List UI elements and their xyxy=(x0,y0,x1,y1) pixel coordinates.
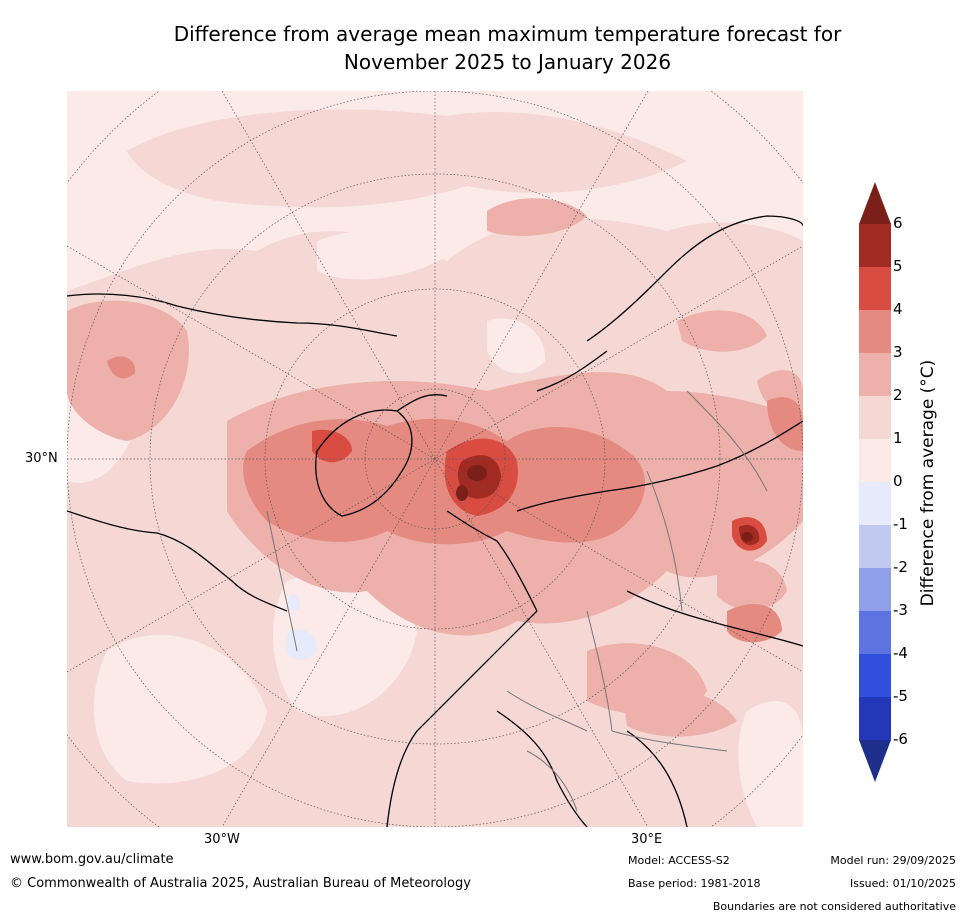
colorbar-tick-label: -5 xyxy=(893,687,908,705)
footer-model: Model: ACCESS-S2 xyxy=(628,854,730,867)
colorbar-band xyxy=(859,697,891,740)
colorbar-over-arrow xyxy=(859,182,891,224)
anomaly-neg-patches xyxy=(285,594,318,661)
footer-model-run: Model run: 29/09/2025 xyxy=(830,854,956,867)
colorbar-tick-label: 4 xyxy=(893,300,903,318)
colorbar-bands xyxy=(859,224,891,740)
colorbar-title: Difference from average (°C) xyxy=(918,359,938,607)
colorbar-band xyxy=(859,310,891,353)
footer-website: www.bom.gov.au/climate xyxy=(10,852,174,867)
colorbar-band xyxy=(859,568,891,611)
anomaly-low-patches xyxy=(67,230,803,827)
colorbar-band xyxy=(859,654,891,697)
colorbar-tick-label: -3 xyxy=(893,601,908,619)
footer-copyright: © Commonwealth of Australia 2025, Austra… xyxy=(10,876,471,891)
coastlines xyxy=(67,215,803,827)
colorbar-tick-label: -1 xyxy=(893,515,908,533)
map-svg xyxy=(67,91,803,827)
colorbar-tick-label: 1 xyxy=(893,429,903,447)
lon-label-30e: 30°E xyxy=(631,832,663,847)
country-borders xyxy=(266,390,768,812)
forecast-map xyxy=(67,91,803,827)
colorbar-band xyxy=(859,482,891,525)
colorbar-band xyxy=(859,611,891,654)
footer-base-period: Base period: 1981-2018 xyxy=(628,877,761,890)
colorbar-tick-label: -4 xyxy=(893,644,908,662)
colorbar-band xyxy=(859,267,891,310)
colorbar-under-arrow xyxy=(859,740,891,782)
colorbar-tick-label: 3 xyxy=(893,343,903,361)
chart-title: Difference from average mean maximum tem… xyxy=(100,20,915,76)
footer-boundaries-note: Boundaries are not considered authoritat… xyxy=(712,900,956,913)
lon-label-30w: 30°W xyxy=(204,832,240,847)
title-line-1: Difference from average mean maximum tem… xyxy=(173,22,842,46)
colorbar-tick-label: 0 xyxy=(893,472,903,490)
colorbar-band xyxy=(859,224,891,267)
colorbar-tick-label: 2 xyxy=(893,386,903,404)
anomaly-above-6 xyxy=(456,465,753,542)
colorbar-tick-label: -2 xyxy=(893,558,908,576)
title-line-2: November 2025 to January 2026 xyxy=(343,50,672,74)
colorbar-band xyxy=(859,525,891,568)
colorbar xyxy=(859,182,891,782)
footer-issued: Issued: 01/10/2025 xyxy=(849,877,956,890)
colorbar-band xyxy=(859,439,891,482)
lat-label-30n: 30°N xyxy=(25,451,58,466)
colorbar-tick-label: -6 xyxy=(893,730,908,748)
colorbar-band xyxy=(859,396,891,439)
graticule xyxy=(67,91,803,827)
colorbar-tick-label: 6 xyxy=(893,214,903,232)
colorbar-tick-label: 5 xyxy=(893,257,903,275)
colorbar-band xyxy=(859,353,891,396)
